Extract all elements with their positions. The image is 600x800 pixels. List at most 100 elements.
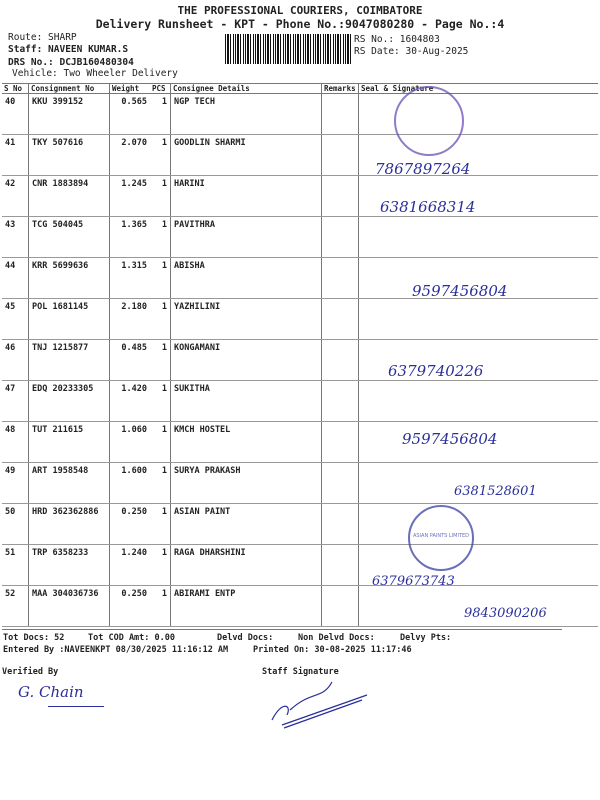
cell-seal-signature (358, 585, 598, 627)
cell-consignee: ASIAN PAINT (170, 503, 322, 545)
vehicle: Vehicle: Two Wheeler Delivery (12, 68, 178, 79)
col-consignment: Consignment No (28, 83, 110, 94)
handwritten-phone: 9597456804 (412, 282, 508, 300)
cell-seal-signature (358, 421, 598, 463)
cell-sno: 46 (2, 339, 29, 381)
runsheet-table: S No Consignment No Weight PCS Consignee… (2, 83, 598, 627)
cell-remarks (321, 421, 359, 463)
staff: Staff: NAVEEN KUMAR.S (8, 44, 129, 55)
handwritten-phone: 6379740226 (388, 362, 484, 380)
cell-seal-signature (358, 298, 598, 340)
col-sno: S No (2, 83, 29, 94)
handwritten-phone: 6381668314 (380, 198, 476, 216)
cell-consignment-no: CNR 1883894 (28, 175, 110, 217)
table-row: 49 ART 1958548 1.600 1 SURYA PRAKASH (2, 462, 598, 504)
company-title: THE PROFESSIONAL COURIERS, COIMBATORE (177, 4, 423, 17)
cell-sno: 49 (2, 462, 29, 504)
cell-sno: 48 (2, 421, 29, 463)
cell-seal-signature (358, 462, 598, 504)
table-row: 40 KKU 399152 0.565 1 NGP TECH (2, 93, 598, 135)
tot-docs: Tot Docs: 52 (3, 633, 65, 643)
cell-remarks (321, 380, 359, 422)
cell-remarks (321, 175, 359, 217)
cell-weight: 1.315 (109, 257, 150, 299)
cell-pcs: 1 (150, 585, 171, 627)
cell-consignee: SURYA PRAKASH (170, 462, 322, 504)
handwritten-phone: 9843090206 (464, 606, 547, 621)
asian-paints-stamp: ASIAN PAINTS LIMITED (408, 505, 474, 571)
cell-seal-signature (358, 175, 598, 217)
cell-consignment-no: KKU 399152 (28, 93, 110, 135)
cell-weight: 1.600 (109, 462, 150, 504)
cell-consignee: GOODLIN SHARMI (170, 134, 322, 176)
cell-consignee: YAZHILINI (170, 298, 322, 340)
barcode (225, 34, 351, 64)
verified-signature: G. Chain (18, 683, 84, 701)
cell-weight: 1.365 (109, 216, 150, 258)
printed-on: Printed On: 30-08-2025 11:17:46 (253, 645, 412, 655)
cell-pcs: 1 (150, 257, 171, 299)
verified-by-label: Verified By (2, 667, 59, 677)
col-weight: Weight (109, 83, 150, 94)
rs-date: RS Date: 30-Aug-2025 (354, 46, 469, 57)
cell-remarks (321, 544, 359, 586)
cell-sno: 52 (2, 585, 29, 627)
col-pcs: PCS (150, 83, 171, 94)
cell-sno: 40 (2, 93, 29, 135)
cell-remarks (321, 134, 359, 176)
company-stamp (394, 86, 464, 156)
table-row: 41 TKY 507616 2.070 1 GOODLIN SHARMI (2, 134, 598, 176)
cell-pcs: 1 (150, 175, 171, 217)
non-delvd-docs: Non Delvd Docs: (298, 633, 375, 643)
table-header: S No Consignment No Weight PCS Consignee… (2, 83, 598, 94)
table-row: 44 KRR 5699636 1.315 1 ABISHA (2, 257, 598, 299)
cell-remarks (321, 216, 359, 258)
col-remarks: Remarks (321, 83, 359, 94)
cell-consignment-no: TCG 504045 (28, 216, 110, 258)
cell-seal-signature (358, 339, 598, 381)
cell-sno: 44 (2, 257, 29, 299)
handwritten-phone: 9597456804 (402, 430, 498, 448)
col-consignee: Consignee Details (170, 83, 322, 94)
cell-weight: 2.070 (109, 134, 150, 176)
cell-seal-signature (358, 216, 598, 258)
col-seal-signature: Seal & Signature (358, 83, 598, 94)
cell-seal-signature (358, 134, 598, 176)
cell-sno: 42 (2, 175, 29, 217)
cell-pcs: 1 (150, 503, 171, 545)
cell-pcs: 1 (150, 544, 171, 586)
cell-sno: 41 (2, 134, 29, 176)
staff-signature-label: Staff Signature (262, 667, 339, 677)
cell-consignment-no: TRP 6358233 (28, 544, 110, 586)
cell-weight: 0.250 (109, 503, 150, 545)
table-row: 48 TUT 211615 1.060 1 KMCH HOSTEL (2, 421, 598, 463)
cell-seal-signature (358, 257, 598, 299)
cell-weight: 0.485 (109, 339, 150, 381)
cell-consignment-no: POL 1681145 (28, 298, 110, 340)
cell-remarks (321, 503, 359, 545)
cell-remarks (321, 339, 359, 381)
cell-consignee: KMCH HOSTEL (170, 421, 322, 463)
cell-consignee: NGP TECH (170, 93, 322, 135)
cell-weight: 0.565 (109, 93, 150, 135)
cell-seal-signature (358, 503, 598, 545)
cell-weight: 0.250 (109, 585, 150, 627)
cell-pcs: 1 (150, 462, 171, 504)
table-row: 42 CNR 1883894 1.245 1 HARINI (2, 175, 598, 217)
drs-no: DRS No.: DCJB160480304 (8, 57, 134, 68)
tot-cod-amt: Tot COD Amt: 0.00 (88, 633, 175, 643)
cell-pcs: 1 (150, 298, 171, 340)
table-row: 52 MAA 304036736 0.250 1 ABIRAMI ENTP (2, 585, 598, 627)
cell-consignment-no: MAA 304036736 (28, 585, 110, 627)
cell-consignment-no: TKY 507616 (28, 134, 110, 176)
cell-pcs: 1 (150, 380, 171, 422)
staff-signature-scribble (271, 681, 368, 729)
runsheet-subtitle: Delivery Runsheet - KPT - Phone No.:9047… (95, 17, 505, 31)
cell-consignee: SUKITHA (170, 380, 322, 422)
cell-consignee: PAVITHRA (170, 216, 322, 258)
cell-pcs: 1 (150, 339, 171, 381)
cell-sno: 43 (2, 216, 29, 258)
cell-seal-signature (358, 380, 598, 422)
cell-consignment-no: EDQ 20233305 (28, 380, 110, 422)
handwritten-phone: 6379673743 (372, 574, 455, 589)
